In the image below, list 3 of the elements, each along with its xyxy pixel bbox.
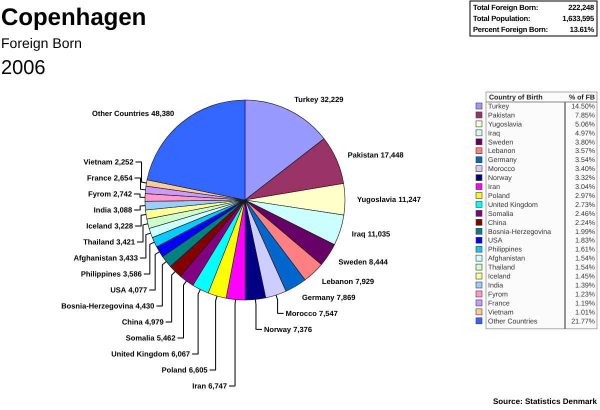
chart-title: Copenhagen (1, 4, 146, 31)
chart-subtitle: Foreign Born 2006 (1, 35, 82, 79)
source-note: Source: Statistics Denmark (492, 397, 598, 406)
